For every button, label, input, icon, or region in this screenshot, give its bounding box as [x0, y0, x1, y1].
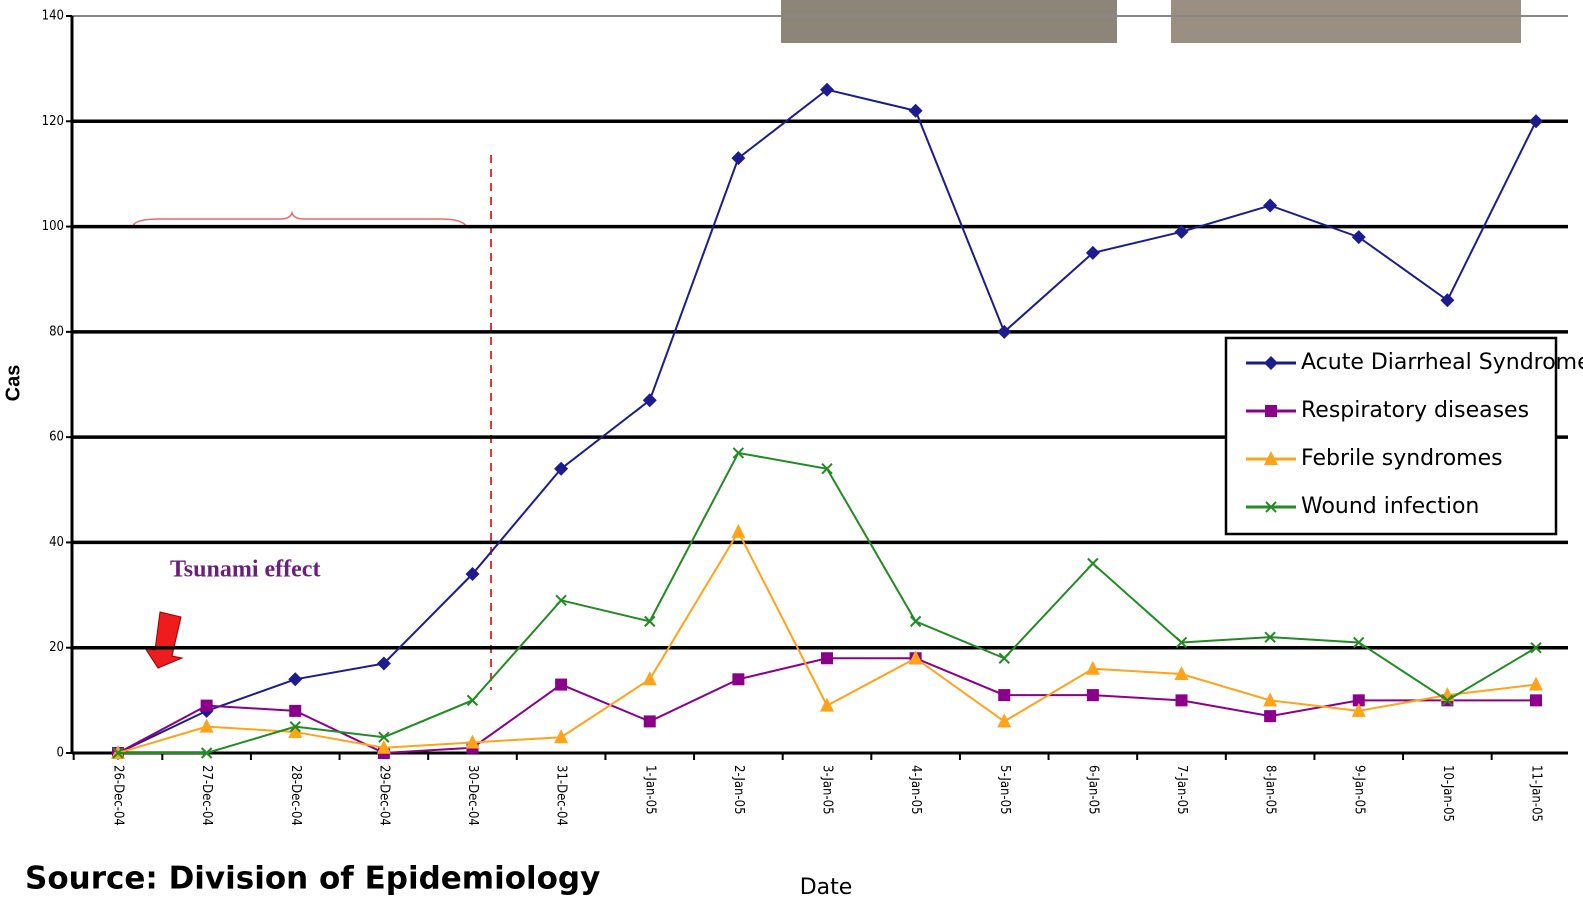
- marker: [821, 652, 833, 664]
- photo: [1171, 0, 1521, 43]
- marker: [732, 673, 744, 685]
- x-tick-label: 27-Dec-04: [199, 765, 214, 826]
- y-tick-label: 0: [57, 746, 64, 761]
- x-tick-label: 3-Jan-05: [820, 765, 835, 815]
- marker: [911, 616, 921, 626]
- marker: [1087, 689, 1099, 701]
- marker: [1264, 710, 1276, 722]
- marker: [1440, 293, 1454, 307]
- brace: [133, 213, 466, 226]
- marker: [1530, 694, 1542, 706]
- x-tick-label: 7-Jan-05: [1174, 765, 1189, 815]
- arrow: [145, 612, 182, 668]
- x-tick-label: 26-Dec-04: [111, 765, 126, 826]
- y-tick-label: 100: [42, 219, 64, 234]
- marker: [289, 705, 301, 717]
- x-tick-label: 4-Jan-05: [908, 765, 923, 815]
- marker: [998, 689, 1010, 701]
- marker: [1352, 230, 1366, 244]
- marker: [999, 653, 1009, 663]
- marker: [555, 679, 567, 691]
- marker: [820, 698, 834, 712]
- x-tick-label: 1-Jan-05: [642, 765, 657, 815]
- photo: [781, 0, 1117, 43]
- x-axis-label: Date: [800, 875, 853, 900]
- marker: [1529, 114, 1543, 128]
- y-tick-label: 120: [42, 114, 64, 129]
- x-tick-label: 10-Jan-05: [1440, 765, 1455, 822]
- x-tick-label: 8-Jan-05: [1263, 765, 1278, 815]
- x-tick-label: 2-Jan-05: [731, 765, 746, 815]
- marker: [1529, 677, 1543, 691]
- marker: [909, 104, 923, 118]
- y-axis-label: Cas: [2, 365, 24, 402]
- x-tick-label: 28-Dec-04: [288, 765, 303, 826]
- marker: [288, 672, 302, 686]
- legend-label: Respiratory diseases: [1301, 398, 1529, 423]
- marker: [201, 700, 213, 712]
- x-tick-label: 5-Jan-05: [997, 765, 1012, 815]
- y-tick-label: 20: [49, 640, 64, 655]
- x-tick-label: 11-Jan-05: [1529, 765, 1544, 822]
- x-tick-label: 9-Jan-05: [1351, 765, 1366, 815]
- legend-label: Febrile syndromes: [1301, 446, 1503, 471]
- chart: Tsunami effect Source: Division of Epide…: [0, 0, 1583, 910]
- marker: [1176, 694, 1188, 706]
- y-tick-label: 140: [42, 9, 64, 24]
- marker: [554, 729, 568, 743]
- marker: [1263, 199, 1277, 213]
- legend-label: Wound infection: [1301, 494, 1479, 519]
- marker: [997, 713, 1011, 727]
- y-tick-label: 80: [49, 324, 64, 339]
- x-tick-label: 30-Dec-04: [465, 765, 480, 826]
- marker: [1265, 405, 1277, 417]
- marker: [200, 719, 214, 733]
- x-tick-label: 29-Dec-04: [376, 765, 391, 826]
- marker: [468, 695, 478, 705]
- y-tick-label: 60: [49, 430, 64, 445]
- marker: [643, 671, 657, 685]
- x-tick-label: 6-Jan-05: [1085, 765, 1100, 815]
- y-tick-label: 40: [49, 535, 64, 550]
- source-note: Source: Division of Epidemiology: [25, 861, 600, 897]
- annotation: Tsunami effect: [170, 557, 320, 583]
- x-tick-label: 31-Dec-04: [554, 765, 569, 826]
- legend-label: Acute Diarrheal Syndromes: [1301, 350, 1583, 375]
- series-line: [118, 532, 1536, 753]
- legend: Acute Diarrheal Syndromes Respiratory dis…: [1226, 338, 1583, 534]
- marker: [644, 715, 656, 727]
- marker: [731, 524, 745, 538]
- marker: [1088, 558, 1098, 568]
- marker: [1086, 661, 1100, 675]
